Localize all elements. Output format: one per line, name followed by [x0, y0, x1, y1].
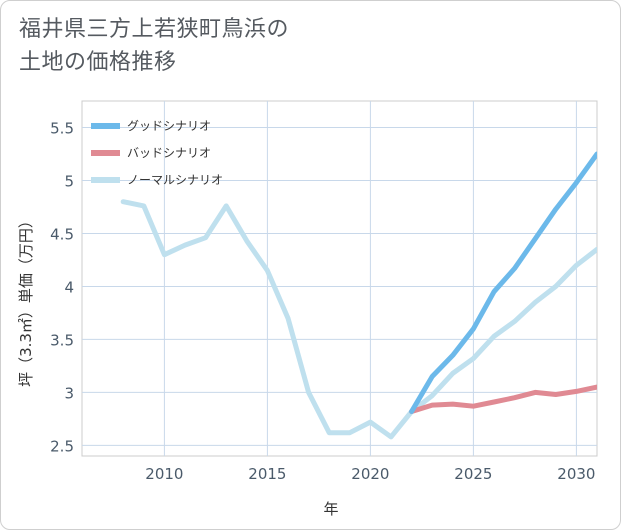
x-tick-labels: 2010 2015 2020 2025 2030 [145, 465, 595, 483]
legend-label-normal: ノーマルシナリオ [127, 173, 223, 187]
y-axis-label: 坪（3.3㎡）単価（万円） [17, 213, 35, 387]
y-tick-label: 3 [64, 384, 74, 402]
chart-title: 福井県三方上若狭町鳥浜の 土地の価格推移 [19, 13, 439, 79]
x-tick-label: 2030 [557, 465, 595, 483]
series-line-good [409, 151, 597, 414]
series-line-bad [409, 384, 597, 414]
y-tick-label: 4 [64, 278, 74, 296]
x-tick-label: 2010 [145, 465, 183, 483]
title-line-2: 土地の価格推移 [19, 50, 177, 75]
x-axis-label: 年 [323, 500, 338, 518]
x-tick-label: 2025 [454, 465, 492, 483]
grid-lines [82, 101, 597, 456]
legend-label-good: グッドシナリオ [127, 119, 211, 133]
y-tick-labels: 2.5 3 3.5 4 4.5 5 5.5 [50, 119, 74, 455]
y-tick-label: 5.5 [50, 119, 74, 137]
x-tick-label: 2015 [248, 465, 286, 483]
legend-label-bad: バッドシナリオ [127, 146, 211, 160]
title-line-1: 福井県三方上若狭町鳥浜の [19, 17, 290, 42]
y-tick-label: 5 [64, 172, 74, 190]
series-lines [120, 151, 597, 440]
series-line-normal [120, 199, 597, 440]
x-tick-label: 2020 [351, 465, 389, 483]
y-tick-label: 3.5 [50, 331, 74, 349]
y-tick-label: 4.5 [50, 225, 74, 243]
y-tick-label: 2.5 [50, 437, 74, 455]
